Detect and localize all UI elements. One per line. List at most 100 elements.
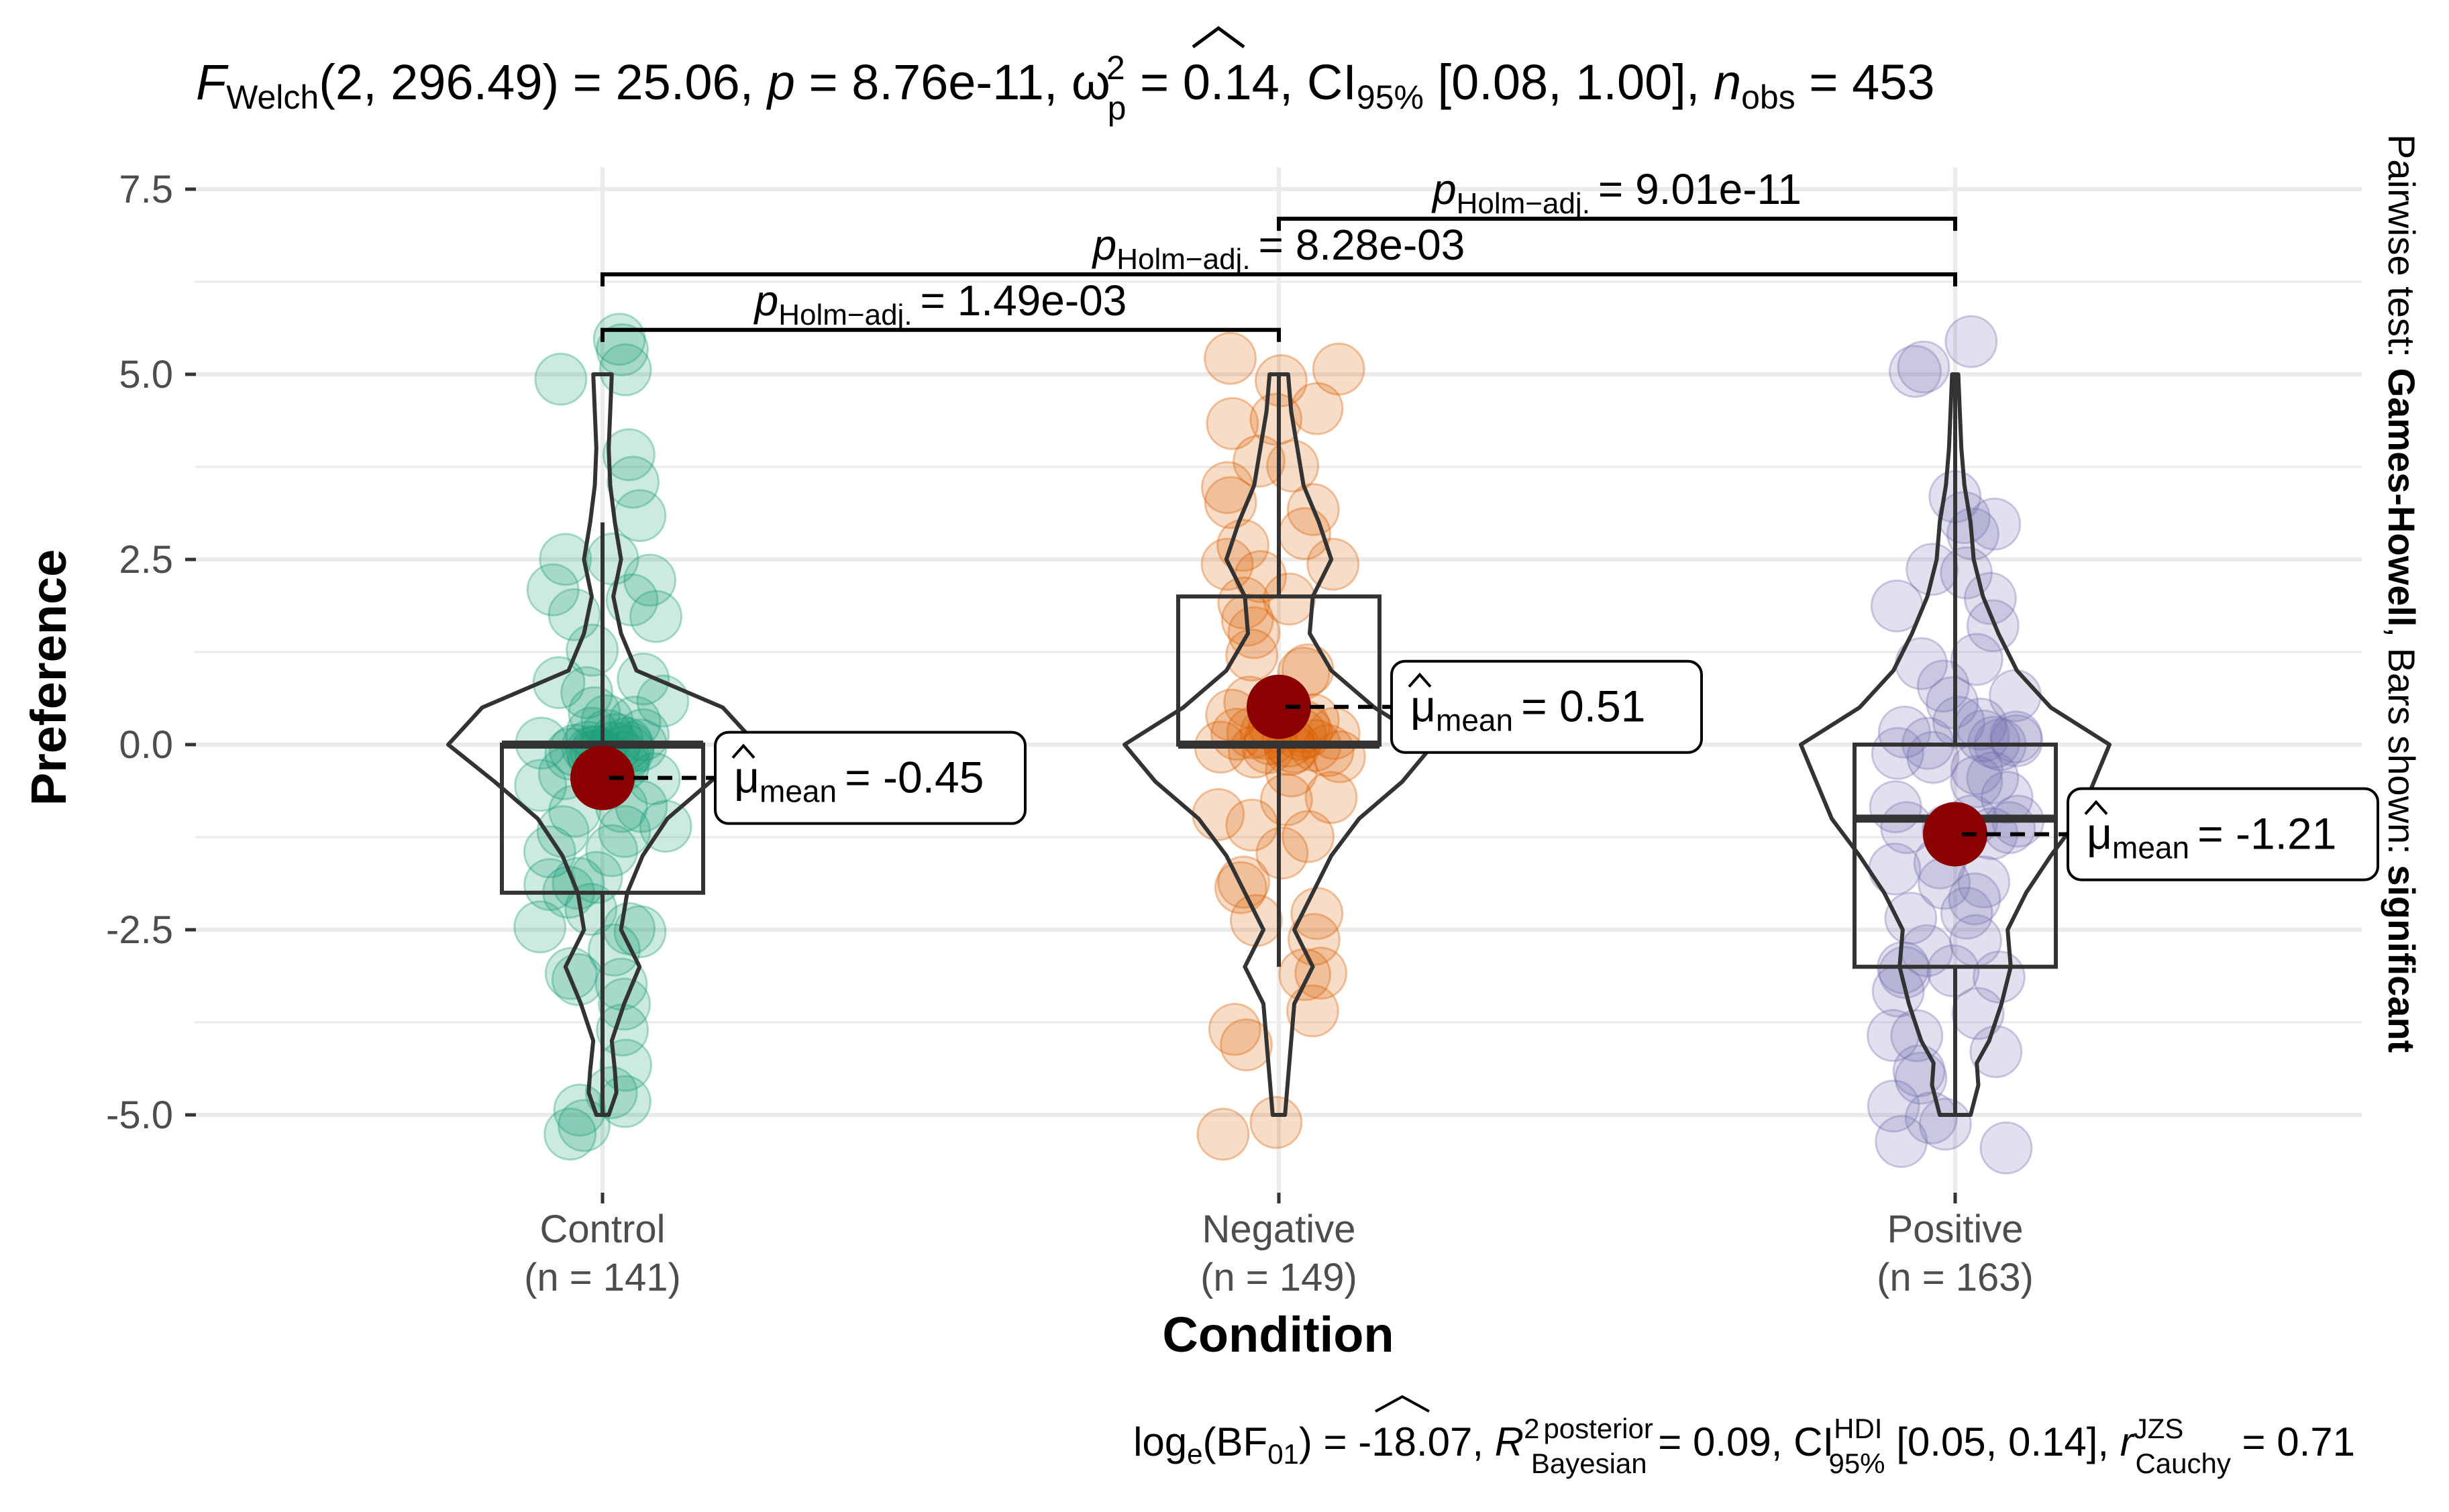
pairwise-label: pHolm−adj. = 8.28e-03 <box>1092 221 1465 276</box>
caption-r2-sub: Bayesian <box>1531 1448 1647 1479</box>
side-label-bars: significant <box>2381 865 2423 1052</box>
x-axis: Control (n = 141) Negative (n = 149) Positiv… <box>524 1193 2034 1299</box>
mean-label-box <box>714 731 1027 825</box>
mean-value: = -0.45 <box>845 753 984 802</box>
data-point <box>1304 771 1358 824</box>
caption-r2-value: = 0.09, CI <box>1647 1419 1834 1464</box>
data-point <box>598 805 652 859</box>
data-point <box>1932 696 1985 749</box>
data-point <box>514 759 568 812</box>
side-label-part3: , Bars shown: <box>2381 627 2423 865</box>
data-point <box>1868 842 1922 896</box>
caption: loge(BF01) = -18.07, R2 posterior Bayesian… <box>1133 1413 2355 1479</box>
x-axis-title: Condition <box>1162 1307 1394 1362</box>
data-point <box>568 686 621 739</box>
subtitle-p: p <box>766 54 795 110</box>
mean-sub: mean <box>2112 830 2189 865</box>
mean-hat <box>2084 800 2108 815</box>
pairwise-value: = 1.49e-03 <box>921 276 1127 325</box>
x-tick-label-control: Control <box>540 1207 666 1251</box>
mean-hat <box>1408 672 1432 688</box>
subtitle-f: F <box>196 54 229 110</box>
pairwise-p: p <box>1431 165 1457 213</box>
data-point <box>1948 872 2001 926</box>
data-point <box>1963 572 2017 625</box>
data-point <box>1989 710 2043 764</box>
side-label-method: Games-Howell <box>2381 368 2423 627</box>
y-axis: -5.0 -2.5 0.0 2.5 5.0 7.5 <box>106 168 196 1137</box>
data-point <box>1871 964 1925 1018</box>
caption-bf-value: ) = -18.07, <box>1299 1419 1495 1464</box>
box-positive <box>1853 743 2058 969</box>
data-point <box>526 563 580 616</box>
y-axis-title: Preference <box>21 549 76 806</box>
data-point <box>523 825 576 879</box>
violin-positive <box>1799 372 2112 1117</box>
data-point <box>613 489 667 543</box>
x-tick-label-positive: Positive <box>1887 1207 2023 1251</box>
y-tick-label: -5.0 <box>106 1093 173 1137</box>
mean-symbol: μ <box>1410 682 1436 731</box>
data-point <box>617 652 670 706</box>
violin-control <box>446 372 759 1117</box>
data-point <box>1884 892 1938 945</box>
data-point <box>584 1066 638 1120</box>
omega-hat <box>1192 25 1245 49</box>
data-point <box>1957 709 2010 763</box>
subtitle-omega: ω <box>1072 54 1110 110</box>
data-point <box>1897 340 1950 394</box>
violins-layer <box>446 372 2112 1117</box>
data-point <box>1306 537 1360 591</box>
data-point <box>598 343 652 396</box>
x-tick-label-negative: Negative <box>1202 1207 1356 1251</box>
mean-sub: mean <box>1436 703 1513 738</box>
data-point <box>553 1083 607 1137</box>
data-point <box>1871 726 1924 780</box>
pairwise-p-sub: Holm−adj. <box>1116 243 1250 276</box>
side-label-part1: Pairwise test: <box>2381 134 2423 368</box>
data-point <box>1957 855 2011 909</box>
mean-symbol: μ <box>2087 809 2112 859</box>
data-point <box>1206 396 1259 450</box>
data-point <box>532 656 586 710</box>
subtitle-n-value: = 453 <box>1795 54 1935 110</box>
pairwise-bracket <box>601 327 1281 342</box>
caption-bf-open: (BF <box>1203 1419 1268 1464</box>
data-point <box>552 857 605 910</box>
data-point <box>1204 331 1257 385</box>
data-point <box>1966 599 2020 653</box>
subtitle-df: (2, 296.49) <box>319 54 559 110</box>
subtitle-n: n <box>1714 54 1741 110</box>
caption-hdi-sup: HDI <box>1834 1413 1882 1444</box>
data-point <box>1990 714 2044 767</box>
data-point <box>1980 771 2034 824</box>
data-point <box>1216 519 1270 572</box>
caption-log-sub: e <box>1187 1438 1202 1470</box>
pairwise-p-sub: Holm−adj. <box>778 299 912 331</box>
caption-r-value: = 0.71 <box>2231 1419 2355 1464</box>
caption-hdi-sub: 95% <box>1828 1448 1885 1479</box>
data-point <box>1286 984 1339 1038</box>
subtitle: FWelch(2, 296.49) = 25.06, p = 8.76e-11,… <box>196 49 1935 127</box>
mean-label-control: μmean = -0.45 <box>734 753 984 809</box>
r2-hat <box>1375 1395 1430 1413</box>
y-tick-label: 2.5 <box>119 538 173 582</box>
data-point <box>1967 716 2021 769</box>
y-tick-label: 7.5 <box>119 168 173 211</box>
data-point <box>1966 751 2020 805</box>
data-point <box>598 1075 652 1128</box>
data-point <box>1867 1079 1920 1133</box>
mean-symbol: μ <box>734 753 760 802</box>
subtitle-omega-sub: p <box>1108 89 1127 127</box>
data-point <box>1263 572 1316 626</box>
subtitle-omega-value: = 0.14, CI <box>1126 54 1356 110</box>
data-point <box>1301 724 1355 777</box>
data-point <box>513 900 567 954</box>
data-point <box>1255 826 1309 880</box>
caption-r2-sup: 2 <box>1524 1413 1539 1444</box>
caption-r2-sup2: posterior <box>1543 1413 1653 1444</box>
data-point <box>1918 1097 1972 1151</box>
subtitle-omega-sup: 2 <box>1106 49 1125 87</box>
